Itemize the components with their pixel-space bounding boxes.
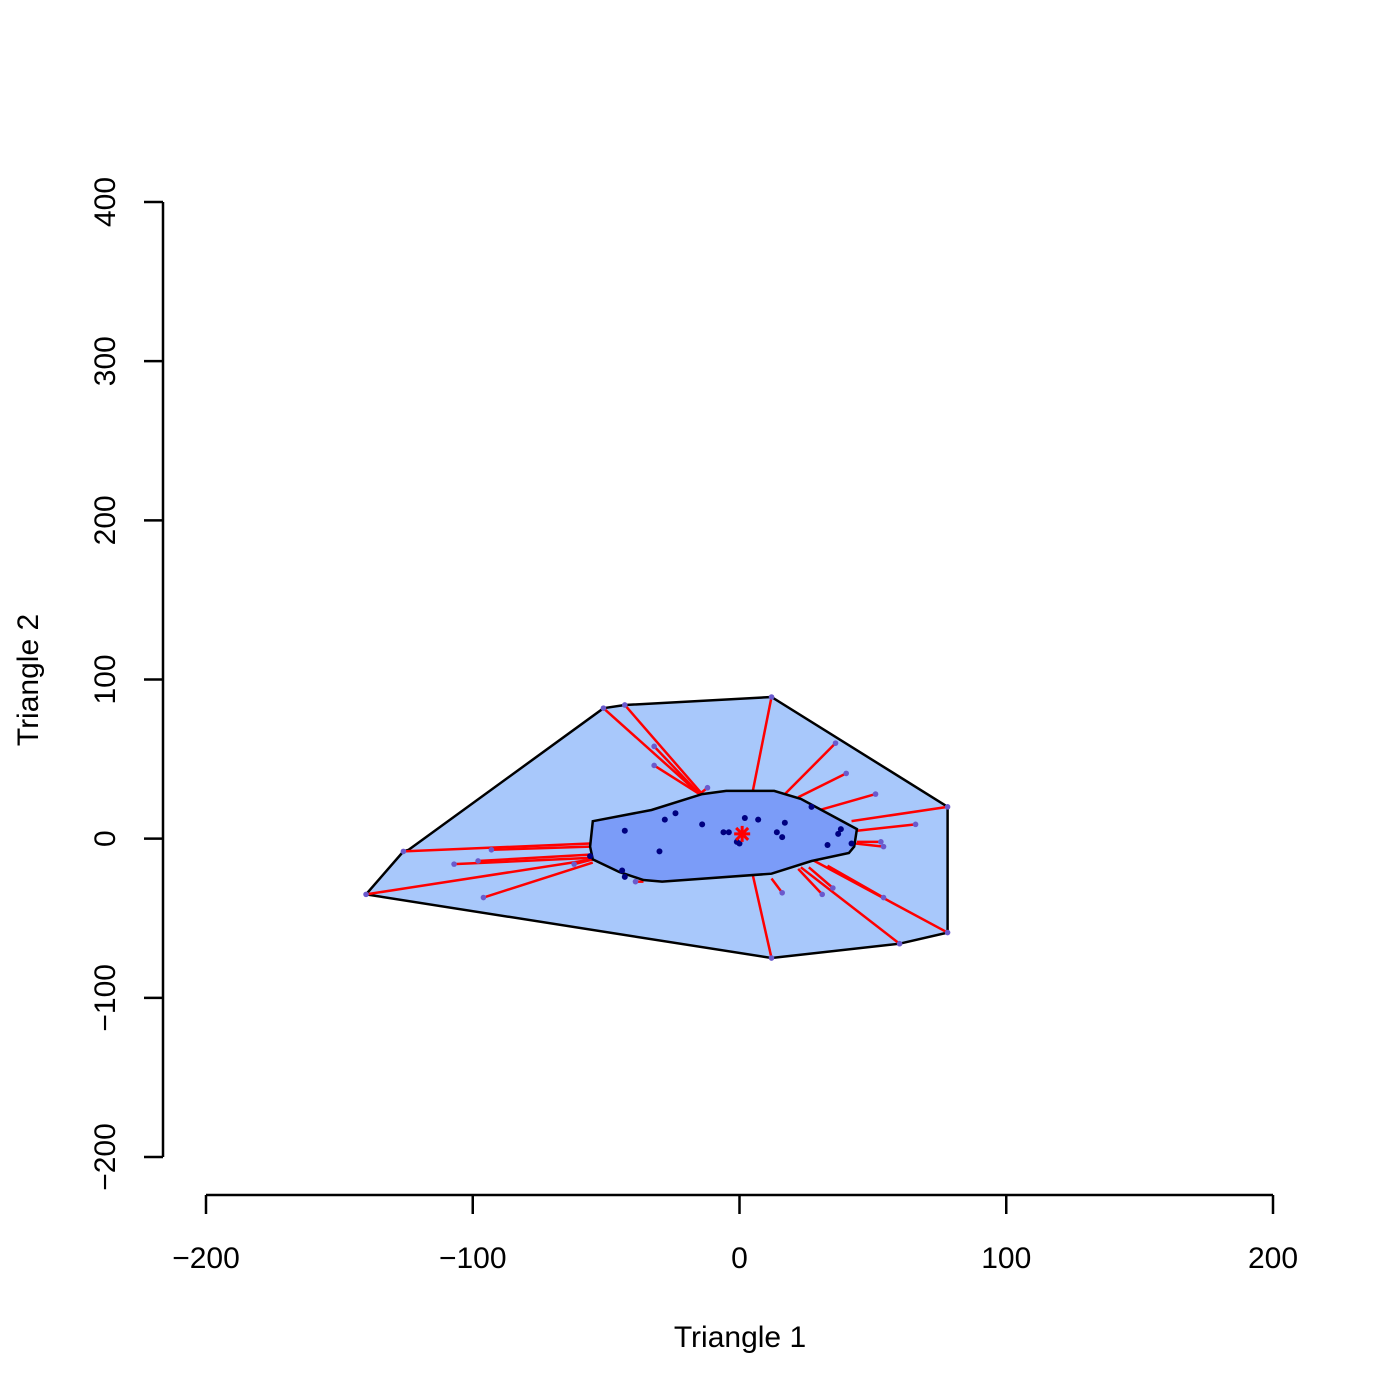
inner-point bbox=[725, 829, 732, 836]
inner-point bbox=[837, 826, 844, 833]
whisker-line bbox=[819, 792, 876, 812]
bag-region-layer bbox=[588, 789, 859, 883]
inner-point bbox=[773, 829, 780, 836]
inner-point bbox=[779, 834, 786, 841]
whisker-line bbox=[826, 864, 885, 899]
axes-layer: −200 −100 0 100 200 −200 −100 0 100 200 300 400 bbox=[89, 177, 1298, 1275]
inner-point bbox=[781, 819, 788, 826]
inner-point bbox=[835, 830, 842, 837]
outer-point bbox=[475, 858, 481, 864]
inner-point bbox=[672, 810, 679, 817]
outer-point bbox=[363, 891, 369, 898]
y-tick-label: −200 bbox=[89, 1123, 122, 1191]
x-tick-label: 200 bbox=[1248, 1242, 1298, 1275]
whisker-line bbox=[623, 704, 704, 795]
inner-point bbox=[699, 821, 706, 828]
inner-point bbox=[808, 803, 815, 810]
outer-point bbox=[878, 839, 884, 845]
x-tick-label: −200 bbox=[172, 1242, 240, 1275]
x-axis-title: Triangle 1 bbox=[674, 1321, 806, 1354]
outer-point bbox=[912, 821, 919, 828]
whisker-line bbox=[854, 842, 884, 848]
whisker-line bbox=[797, 772, 847, 799]
y-tick-label: 400 bbox=[89, 177, 122, 227]
whisker-line bbox=[808, 866, 834, 889]
inner-point bbox=[621, 873, 628, 880]
inner-point bbox=[621, 827, 628, 834]
outer-point bbox=[872, 791, 879, 797]
whisker-line bbox=[851, 805, 948, 823]
whisker-line bbox=[856, 823, 916, 832]
outer-point bbox=[768, 955, 775, 961]
y-tick-label: 100 bbox=[89, 654, 122, 704]
outer-point bbox=[843, 770, 849, 777]
y-tick-label: 0 bbox=[89, 830, 122, 847]
outer-point bbox=[819, 891, 825, 898]
outer-point bbox=[488, 847, 495, 853]
whisker-line bbox=[653, 745, 701, 795]
outer-point bbox=[651, 743, 657, 750]
inner-point bbox=[824, 842, 831, 849]
inner-point bbox=[741, 814, 748, 821]
outer-point bbox=[632, 878, 639, 885]
outer-point bbox=[480, 894, 487, 901]
outer-point bbox=[779, 889, 785, 896]
outer-point bbox=[944, 804, 951, 810]
inner-point bbox=[619, 867, 626, 874]
median-star-d2 bbox=[735, 826, 750, 841]
whisker-line bbox=[483, 861, 594, 899]
whisker-line bbox=[653, 764, 701, 796]
outer-point bbox=[571, 861, 577, 867]
outer-point bbox=[451, 861, 457, 867]
x-tick-label: −100 bbox=[439, 1242, 507, 1275]
inner-point bbox=[755, 816, 762, 823]
whisker-line bbox=[602, 707, 701, 796]
y-axis-title: Triangle 2 bbox=[12, 614, 45, 746]
outer-point bbox=[830, 885, 836, 891]
outer-point bbox=[651, 762, 657, 769]
whisker-line bbox=[751, 874, 773, 959]
outer-point bbox=[832, 740, 839, 746]
outer-point bbox=[400, 848, 407, 855]
inner-point bbox=[656, 848, 663, 855]
inner-point bbox=[736, 840, 743, 847]
whisker-line bbox=[403, 842, 591, 853]
inner-point bbox=[720, 829, 727, 836]
data-points-layer bbox=[363, 694, 951, 961]
whisker-line bbox=[365, 858, 593, 896]
inner-point bbox=[661, 816, 668, 823]
outer-point bbox=[944, 929, 951, 936]
outer-point bbox=[704, 784, 711, 791]
y-tick-label: 300 bbox=[89, 336, 122, 386]
outer-point bbox=[768, 694, 775, 700]
whisker-line bbox=[783, 742, 837, 795]
outer-point bbox=[896, 940, 903, 947]
inner-point bbox=[587, 853, 594, 860]
y-tick-label: 200 bbox=[89, 495, 122, 545]
bag-polygon bbox=[588, 789, 859, 883]
inner-point bbox=[848, 840, 855, 847]
outer-point bbox=[600, 705, 607, 711]
x-tick-label: 0 bbox=[731, 1242, 748, 1275]
outer-point bbox=[880, 894, 887, 901]
whisker-line bbox=[797, 868, 824, 896]
x-tick-label: 100 bbox=[981, 1242, 1031, 1275]
outer-point bbox=[621, 702, 628, 708]
whisker-line bbox=[751, 696, 773, 792]
whisker-layer bbox=[365, 696, 949, 959]
median-marker-layer bbox=[734, 825, 751, 842]
y-tick-label: −100 bbox=[89, 964, 122, 1032]
whisker-line bbox=[800, 866, 901, 945]
whisker-line bbox=[770, 877, 784, 894]
whisker-line bbox=[491, 845, 591, 852]
outer-point bbox=[880, 843, 887, 850]
whisker-line bbox=[478, 853, 591, 863]
